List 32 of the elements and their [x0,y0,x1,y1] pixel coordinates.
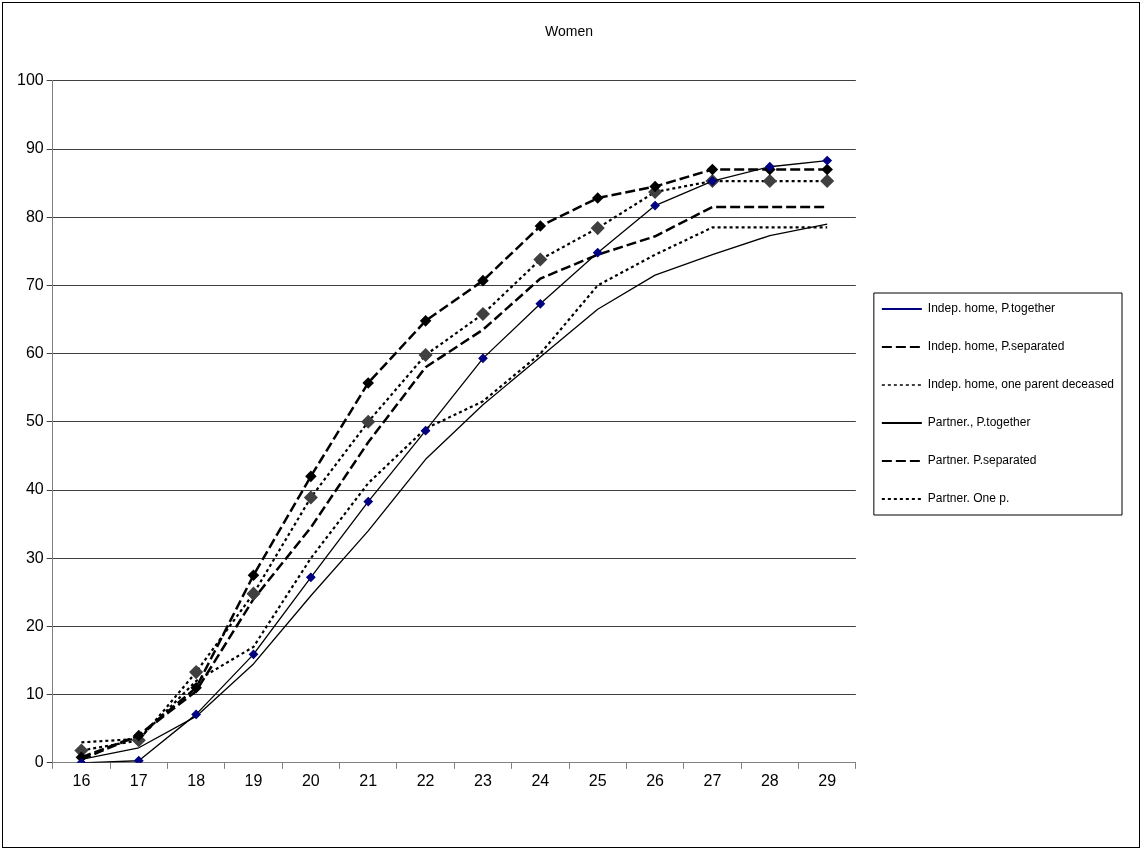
legend-label: Indep. home, P.together [927,301,1056,316]
y-tick-label: 10 [25,685,44,703]
x-tick-label: 17 [129,771,148,789]
x-tick-label: 20 [301,771,320,789]
y-tick-label: 70 [25,275,44,293]
y-tick-label: 0 [34,753,44,771]
y-tick-label: 80 [25,207,44,225]
legend-label: Partner. One p. [927,491,1010,506]
x-tick-label: 24 [531,771,550,789]
y-tick-label: 50 [25,412,44,430]
x-tick-label: 27 [703,771,722,789]
legend-label: Indep. home, one parent deceased [927,377,1114,392]
y-tick-label: 30 [25,548,44,566]
chart-title: Women [545,23,593,40]
x-tick-label: 21 [359,771,378,789]
x-tick-label: 22 [416,771,435,789]
x-tick-label: 28 [760,771,779,789]
y-tick-label: 20 [25,616,44,634]
legend-label: Partner., P.together [927,415,1031,430]
x-tick-label: 25 [588,771,607,789]
x-tick-label: 23 [474,771,492,789]
y-tick-label: 100 [16,71,44,89]
x-tick-label: 18 [187,771,206,789]
legend-label: Partner. P.separated [927,453,1037,468]
x-tick-label: 16 [72,771,91,789]
y-tick-label: 40 [25,480,44,498]
x-tick-label: 26 [646,771,665,789]
legend-label: Indep. home, P.separated [927,339,1065,354]
x-tick-label: 19 [244,771,263,789]
y-tick-label: 90 [25,139,44,157]
x-tick-label: 29 [818,771,837,789]
y-tick-label: 60 [25,344,44,362]
